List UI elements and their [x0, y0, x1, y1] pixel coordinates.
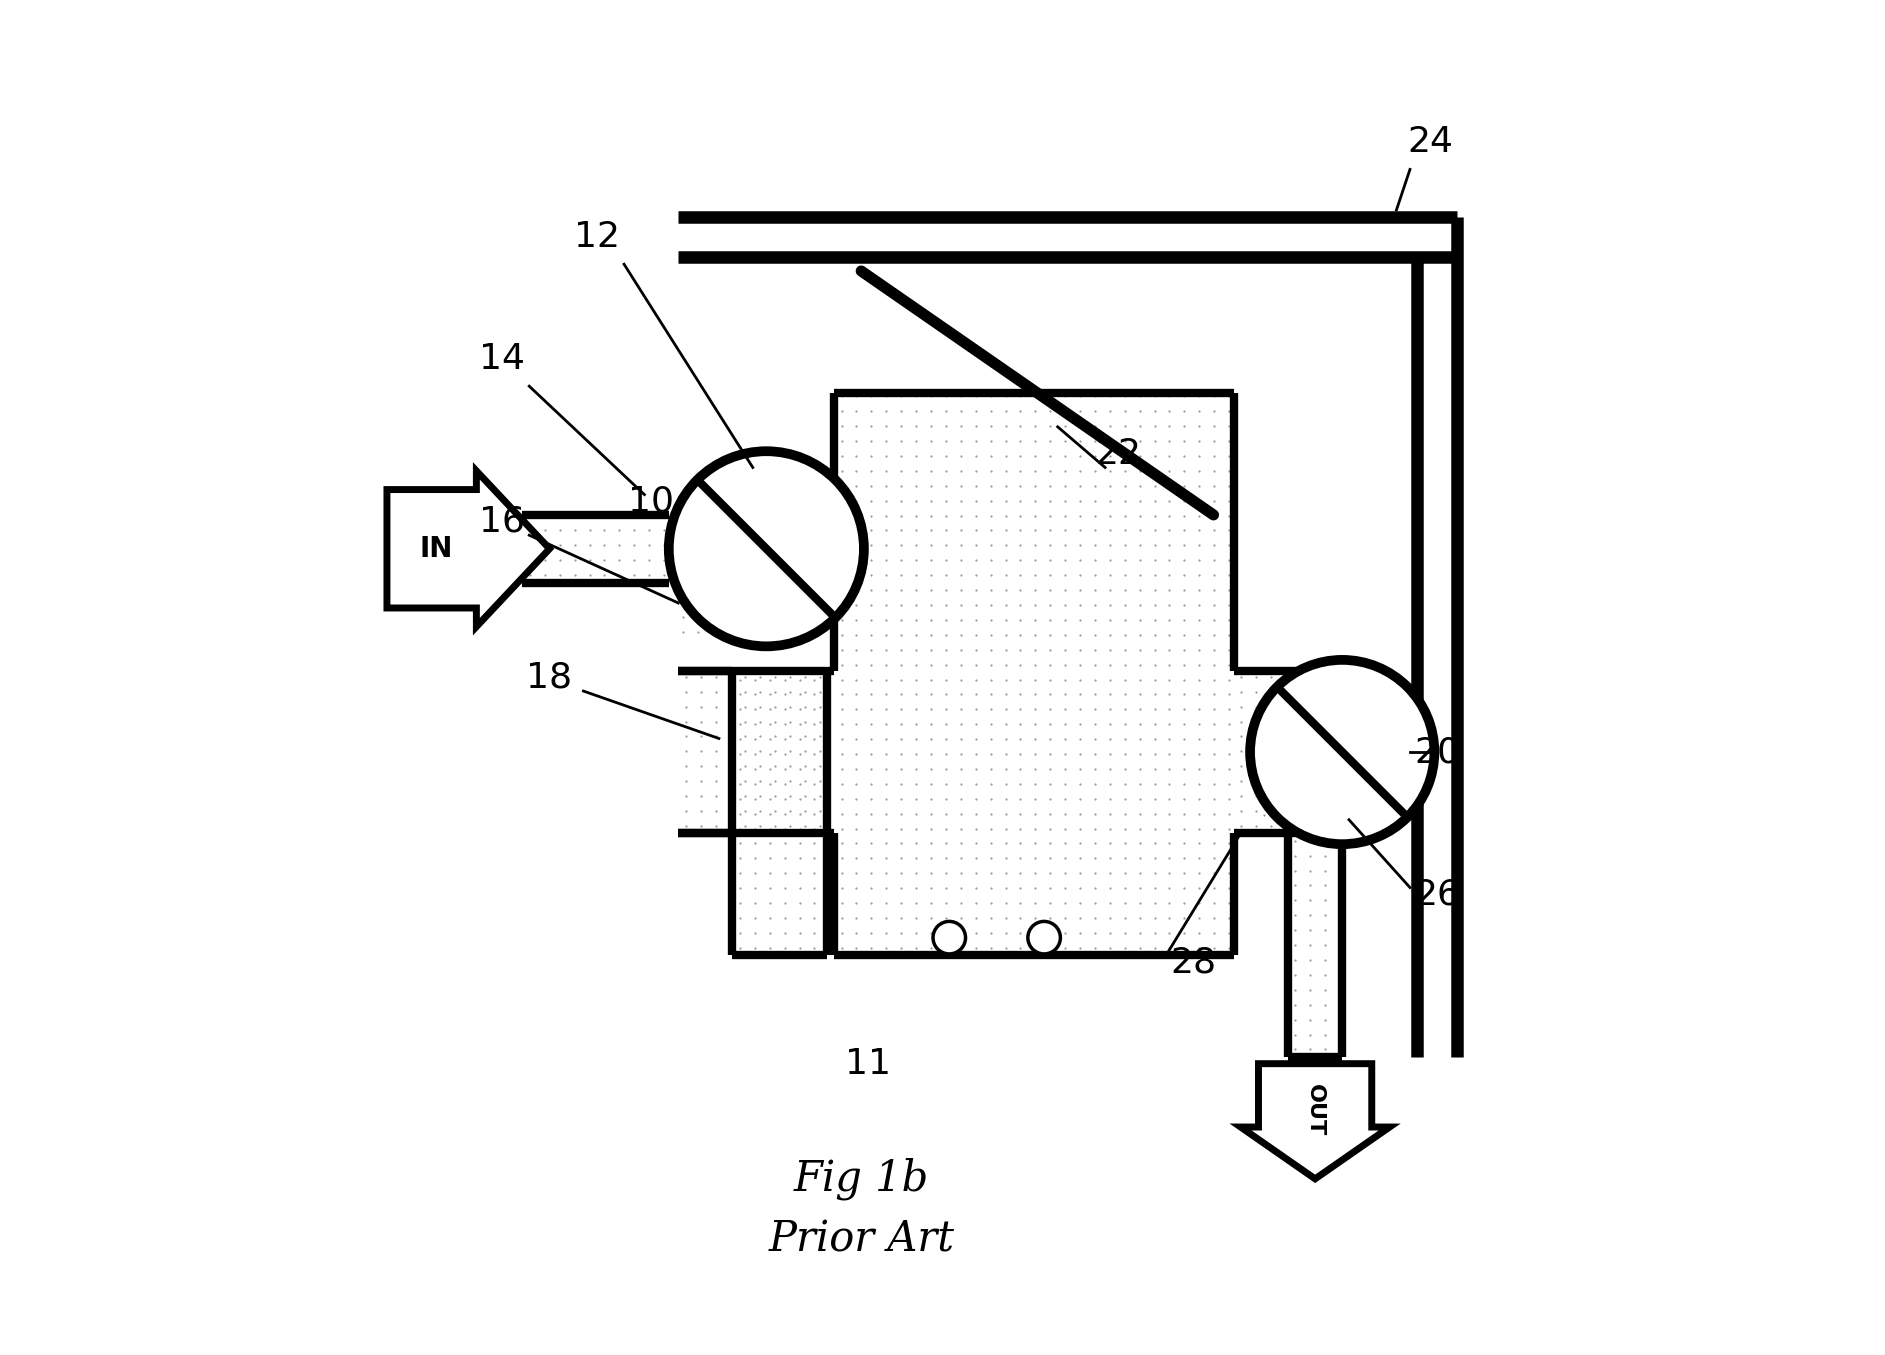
Text: 12: 12 [573, 220, 620, 255]
Text: 14: 14 [479, 341, 526, 377]
Text: 11: 11 [844, 1046, 892, 1081]
Text: OUT: OUT [1304, 1084, 1325, 1135]
Text: 22: 22 [1095, 436, 1142, 472]
Text: 24: 24 [1408, 125, 1453, 160]
Polygon shape [386, 472, 550, 626]
Circle shape [669, 451, 863, 646]
Circle shape [933, 921, 965, 954]
Text: Fig 1b: Fig 1b [794, 1157, 929, 1201]
Polygon shape [1240, 1064, 1389, 1179]
Text: IN: IN [418, 535, 452, 562]
Text: 26: 26 [1414, 877, 1461, 912]
Text: 16: 16 [479, 504, 526, 539]
Text: Prior Art: Prior Art [769, 1220, 954, 1260]
Text: 10: 10 [628, 484, 675, 519]
Text: 20: 20 [1414, 734, 1461, 770]
Circle shape [1250, 660, 1434, 844]
Text: 28: 28 [1171, 944, 1216, 980]
Text: 18: 18 [526, 660, 573, 695]
Circle shape [1027, 921, 1061, 954]
